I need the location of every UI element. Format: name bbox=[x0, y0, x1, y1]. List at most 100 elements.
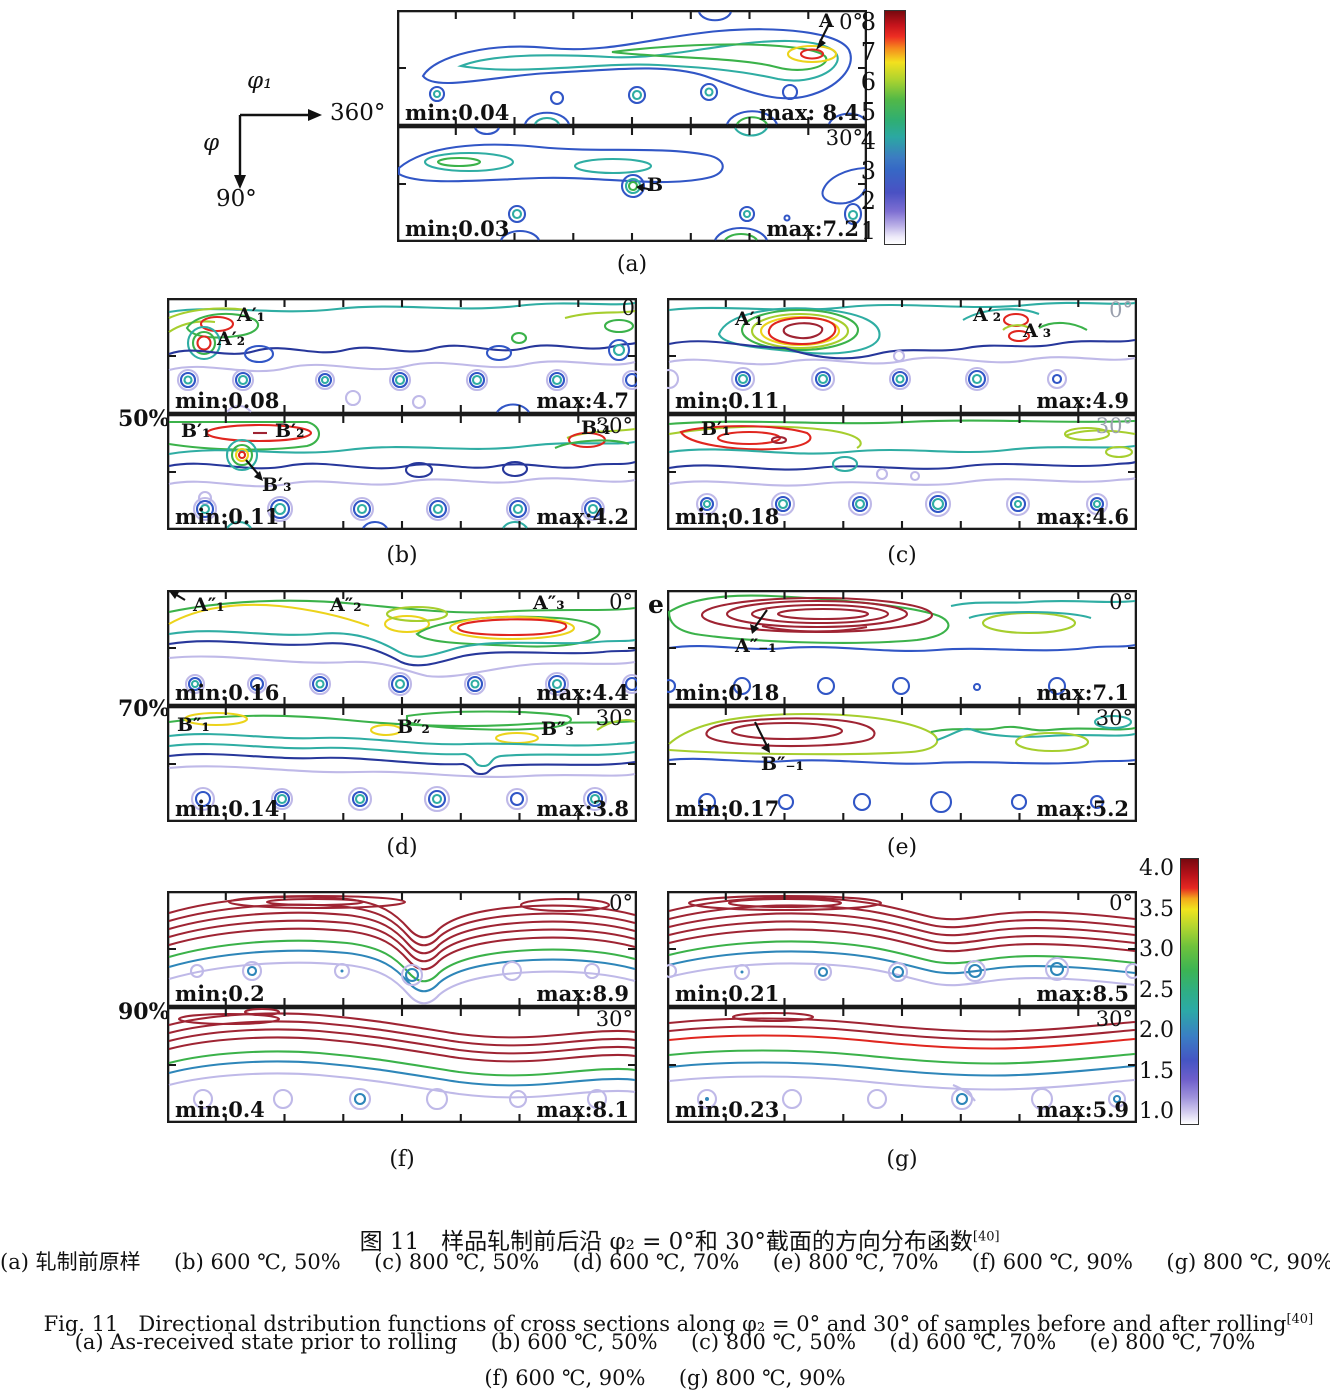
colorbar-top bbox=[884, 10, 906, 245]
panel-e-top: A″₋₁ 0° min:0.18 max:7.1 bbox=[667, 590, 1137, 706]
panel-g-top: 0° min:0.21 max:8.5 bbox=[667, 891, 1137, 1007]
max-value: max:8.5 bbox=[1036, 981, 1129, 1006]
panel-caption-g: (g) bbox=[886, 1147, 918, 1172]
panel-c-bottom: B′₁ 30° min:0.18 max:4.6 bbox=[667, 414, 1137, 530]
min-value: min:0.4 bbox=[175, 1097, 265, 1122]
min-value: min:0.03 bbox=[405, 216, 510, 241]
section-angle: 0° bbox=[839, 10, 863, 34]
peak-label: A bbox=[819, 10, 834, 32]
panel-c: A′₁ A′₂ A′₃ 0° min:0.11 max:4.9 bbox=[667, 298, 1137, 530]
phi-axis-label: φ bbox=[203, 130, 220, 156]
min-value: min:0.18 bbox=[675, 680, 780, 705]
colorbar-tick: 8 bbox=[860, 8, 876, 36]
panel-caption-d: (d) bbox=[386, 835, 418, 860]
panel-f: 0° min:0.2 max:8.9 bbox=[167, 891, 637, 1123]
section-angle: 30° bbox=[1095, 1007, 1133, 1031]
peak-label: B′₄ bbox=[581, 417, 611, 439]
contour-plot-c-30deg bbox=[667, 414, 1137, 530]
panel-d-top: A″₁ A″₂ A″₃ 0° min:0.16 max:4.4 bbox=[167, 590, 637, 706]
panel-e-side-label: e bbox=[648, 590, 664, 619]
min-value: min:0.16 bbox=[175, 680, 280, 705]
figure-subcaption-en-2: (f) 600 ℃, 90% (g) 800 ℃, 90% bbox=[484, 1366, 846, 1390]
colorbar-tick: 5 bbox=[860, 97, 876, 126]
peak-label: B′₂ bbox=[275, 420, 305, 442]
panel-g: 0° min:0.21 max:8.5 30° bbox=[667, 891, 1137, 1123]
colorbar-tick: 4.0 bbox=[1139, 856, 1174, 881]
contour-plot-d-30deg bbox=[167, 706, 637, 822]
peak-label: B″₁ bbox=[177, 714, 210, 736]
peak-label: A″₂ bbox=[330, 594, 362, 616]
phi-axis-max: 90° bbox=[216, 186, 257, 212]
contour-plot-g-0deg bbox=[667, 891, 1137, 1007]
peak-label: B bbox=[647, 174, 664, 196]
peak-label: B″₂ bbox=[397, 716, 430, 738]
max-value: max:3.8 bbox=[536, 796, 629, 821]
panel-d-bottom: B″₁ B″₂ B″₃ 30° min:0.14 max:3.8 bbox=[167, 706, 637, 822]
max-value: max:8.1 bbox=[536, 1097, 629, 1122]
panel-caption-f: (f) bbox=[389, 1147, 415, 1172]
max-value: max:5.2 bbox=[1036, 796, 1129, 821]
panel-e: A″₋₁ 0° min:0.18 max:7.1 bbox=[667, 590, 1137, 822]
section-angle: 0 bbox=[621, 296, 635, 320]
panel-a-top: A 0° min:0.04 max: 8.4 bbox=[397, 10, 867, 126]
contour-plot-c-0deg bbox=[667, 298, 1137, 414]
reference-mark: [40] bbox=[1286, 1312, 1314, 1327]
panel-caption-c: (c) bbox=[887, 543, 917, 568]
peak-label: A′₂ bbox=[217, 328, 246, 350]
max-value: max:8.9 bbox=[536, 981, 629, 1006]
figure-title-zh: 图 11 样品轧制前后沿 φ₂ = 0°和 30°截面的方向分布函数[40] bbox=[0, 1196, 1330, 1282]
panel-f-bottom: 30° min:0.4 max:8.1 bbox=[167, 1007, 637, 1123]
colorbar-tick: 3.5 bbox=[1139, 896, 1174, 922]
panel-g-bottom: 30° min:0.23 max:5.9 bbox=[667, 1007, 1137, 1123]
phi1-axis-max: 360° bbox=[330, 100, 386, 126]
section-angle: 30° bbox=[1095, 706, 1133, 730]
figure-subcaption-zh: (a) 轧制前原样 (b) 600 ℃, 50% (c) 800 ℃, 50% … bbox=[0, 1250, 1330, 1274]
colorbar-tick: 1.0 bbox=[1139, 1099, 1174, 1124]
contour-plot-f-0deg bbox=[167, 891, 637, 1007]
min-value: min:0.11 bbox=[175, 504, 280, 529]
colorbar-tick: 7 bbox=[860, 37, 876, 66]
contour-plot-e-30deg bbox=[667, 706, 1137, 822]
row-label-90: 90% bbox=[118, 999, 170, 1025]
contour-plot-d-0deg bbox=[167, 590, 637, 706]
reference-mark: [40] bbox=[972, 1229, 1000, 1245]
colorbar-bottom-labels: 4.0 3.5 3.0 2.5 2.0 1.5 1.0 bbox=[1130, 858, 1174, 1123]
peak-label: B′₁ bbox=[701, 418, 731, 440]
panel-b-bottom: B′₁ B′₂ B′₃ B′₄ 30° min:0.11 max:4.2 bbox=[167, 414, 637, 530]
section-angle: 0° bbox=[1109, 298, 1133, 322]
max-value: max:5.9 bbox=[1036, 1097, 1129, 1122]
colorbar-tick: 1 bbox=[860, 216, 876, 245]
section-angle: 30° bbox=[595, 706, 633, 730]
max-value: max:4.6 bbox=[1036, 504, 1129, 529]
panel-caption-e: (e) bbox=[886, 835, 918, 860]
min-value: min:0.2 bbox=[175, 981, 265, 1006]
contour-plot-g-30deg bbox=[667, 1007, 1137, 1123]
figure-title-en: Fig. 11 Directional dstribution function… bbox=[0, 1288, 1330, 1360]
max-value: max:7.1 bbox=[1036, 680, 1129, 705]
panel-caption-a: (a) bbox=[616, 252, 648, 277]
panel-f-top: 0° min:0.2 max:8.9 bbox=[167, 891, 637, 1007]
section-angle: 30° bbox=[1095, 414, 1133, 438]
figure-title-zh-text: 图 11 样品轧制前后沿 φ₂ = 0°和 30°截面的方向分布函数 bbox=[359, 1229, 973, 1255]
figure-title-en-text: Fig. 11 Directional dstribution function… bbox=[43, 1312, 1287, 1336]
min-value: min:0.17 bbox=[675, 796, 780, 821]
colorbar-tick: 3 bbox=[860, 157, 876, 186]
section-angle: 0° bbox=[1109, 891, 1133, 915]
panel-b-top: A′₁ A′₂ 0 min:0.08 max:4.7 bbox=[167, 296, 637, 414]
section-angle: 0° bbox=[609, 891, 633, 915]
min-value: min:0.18 bbox=[675, 504, 780, 529]
peak-label: B″₋₁ bbox=[761, 753, 804, 775]
section-angle: 0° bbox=[609, 590, 633, 614]
colorbar-top-labels: 8 7 6 5 4 3 2 1 bbox=[848, 10, 876, 243]
panel-caption-b: (b) bbox=[386, 543, 418, 568]
min-value: min:0.14 bbox=[175, 796, 280, 821]
section-angle: 30° bbox=[595, 1007, 633, 1031]
min-value: min:0.23 bbox=[675, 1097, 780, 1122]
min-value: min:0.11 bbox=[675, 388, 780, 413]
peak-label: A″₃ bbox=[533, 592, 565, 614]
row-label-70: 70% bbox=[118, 696, 170, 722]
peak-label: A′₂ bbox=[973, 304, 1002, 326]
peak-label: B′₁ bbox=[181, 420, 211, 442]
min-value: min:0.21 bbox=[675, 981, 780, 1006]
